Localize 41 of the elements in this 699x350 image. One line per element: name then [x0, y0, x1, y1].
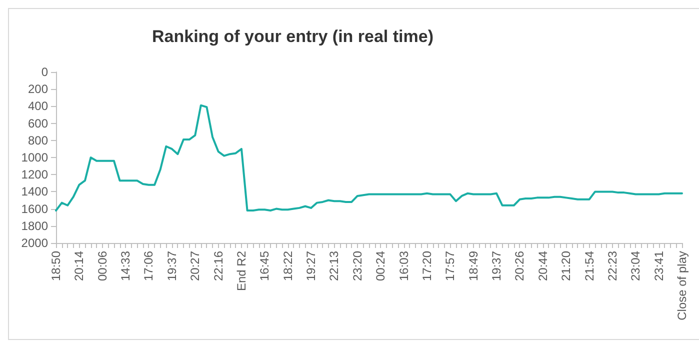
y-tick-label: 2000: [21, 236, 48, 250]
y-tick-label: 1200: [21, 168, 48, 182]
x-tick-label: 21:20: [559, 250, 574, 282]
x-tick-label: 23:20: [350, 250, 364, 282]
x-tick-label: 16:45: [258, 250, 272, 282]
x-tick-label: 18:22: [280, 250, 295, 282]
x-tick-label: 19:37: [164, 250, 179, 282]
line-series: [55, 104, 683, 212]
chart-title: Ranking of your entry (in real time): [152, 27, 434, 46]
x-tick-label: 20:27: [188, 250, 202, 282]
x-tick-label: Close of play: [675, 251, 689, 320]
x-tick-label: 17:57: [443, 250, 458, 282]
y-tick-label: 1600: [21, 202, 48, 216]
x-tick-label: 19:27: [304, 250, 318, 282]
y-tick-label: 1400: [21, 184, 48, 199]
x-tick-label: 23:04: [628, 250, 643, 282]
x-tick-label: 18:49: [466, 250, 480, 282]
x-tick-label: 18:50: [49, 250, 63, 282]
x-tick-label: 20:26: [512, 250, 527, 282]
y-tick-label: 400: [28, 99, 48, 114]
y-tick-label: 200: [28, 82, 48, 96]
x-tick-label: 00:24: [374, 250, 388, 282]
x-tick-label: 00:06: [95, 250, 110, 282]
y-tick-label: 1000: [21, 150, 48, 164]
x-tick-label: 23:41: [652, 250, 666, 282]
x-tick-label: 17:20: [420, 250, 434, 282]
x-tick-label: 16:03: [396, 250, 411, 282]
x-tick-label: 20:14: [72, 250, 86, 282]
y-tick-label: 800: [28, 133, 48, 148]
x-tick-label: 17:06: [142, 250, 156, 282]
x-tick-label: 21:54: [582, 250, 596, 282]
x-tick-label: 22:23: [605, 250, 620, 282]
x-tick-label: 14:33: [118, 250, 133, 282]
x-tick-label: 20:44: [536, 250, 550, 282]
x-tick-label: 19:37: [490, 250, 504, 282]
y-tick-label: 1800: [21, 218, 48, 233]
y-tick-label: 600: [28, 116, 48, 130]
x-tick-label: End R2: [234, 250, 248, 292]
y-tick-label: 0: [41, 65, 48, 79]
x-tick-label: 22:13: [327, 250, 342, 282]
x-tick-label: 22:16: [211, 250, 226, 282]
